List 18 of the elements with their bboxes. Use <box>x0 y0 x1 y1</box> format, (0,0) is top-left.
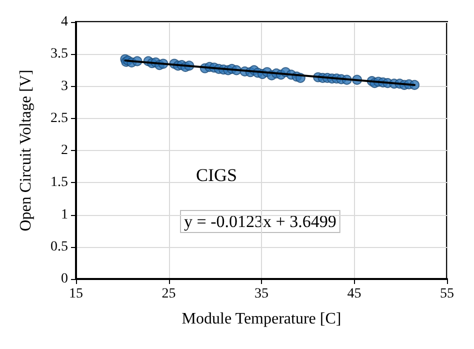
x-tick-label: 55 <box>440 286 454 302</box>
x-tick-label: 45 <box>347 286 362 302</box>
y-tick-label: 2.5 <box>50 110 68 126</box>
annotation: y = -0.0123x + 3.6499 <box>184 212 336 231</box>
y-axis-title: Open Circuit Voltage [V] <box>18 70 34 232</box>
x-tick-label: 35 <box>254 286 268 302</box>
y-tick-label: 1 <box>61 207 68 222</box>
y-tick-label: 1.5 <box>50 175 68 190</box>
y-tick-label: 0 <box>61 272 68 286</box>
y-tick-label: 2 <box>61 143 68 158</box>
y-tick-label: 0.5 <box>50 239 68 254</box>
x-tick-label: 25 <box>162 286 176 302</box>
y-tick-label: 3.5 <box>50 46 68 62</box>
y-tick-label: 3 <box>61 78 68 94</box>
y-tick-label: 4 <box>61 14 68 30</box>
x-axis-title: Module Temperature [C] <box>182 310 342 328</box>
x-tick-label: 15 <box>69 286 83 302</box>
annotation: CIGS <box>196 165 238 185</box>
